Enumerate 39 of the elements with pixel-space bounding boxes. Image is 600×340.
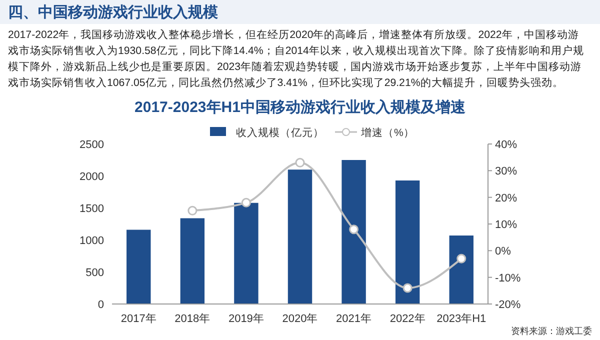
x-tick-label: 2022年 <box>390 313 426 325</box>
point <box>349 224 359 234</box>
y-tick-label: 1000 <box>80 235 104 247</box>
bar <box>449 236 474 304</box>
bar <box>395 180 420 304</box>
y2-tick-label: 0% <box>495 246 512 258</box>
y2-tick-label: -20% <box>495 299 521 311</box>
bar <box>288 170 312 304</box>
text: 资料来源：游戏工委 <box>511 326 592 336</box>
x-tick-label: 2018年 <box>174 313 210 325</box>
x-tick-label: 2017年 <box>120 313 156 325</box>
y2-tick-label: 40% <box>495 139 518 151</box>
bar <box>180 218 205 304</box>
legend-label: 收入规模（亿元） <box>236 126 324 139</box>
bar <box>126 230 151 304</box>
y2-tick-label: 20% <box>495 192 518 204</box>
y-tick-label: 1500 <box>80 203 104 215</box>
point <box>295 158 305 168</box>
x-tick-label: 2021年 <box>336 313 372 325</box>
point <box>456 254 466 264</box>
x-tick-label: 2019年 <box>228 313 264 325</box>
point <box>402 283 412 293</box>
text: 2017-2022年，我国移动游戏收入整体稳步增长，但在经历2020年的高峰后，增速整体有所放缓。2022年，中国移动游戏市场实际销售收入为1930.58亿元，同比下降14.4%；自2014年以来，收入规模出现首次下降。除了疫情影响和用户规模下降外，游戏新品上线少也是重要原因。2023年随着宏观趋势转暖，国内游戏市场开始逐步复苏，上半年中国移动游戏市场实际销售收入1067.05亿元，同比虽然仍然减少了3.41%，但环比实现了29.21%的大幅提升，回暖势头强劲。 <box>8 28 584 89</box>
y2-tick-label: -10% <box>495 272 521 284</box>
legend-label: 增速（%） <box>360 126 414 139</box>
y2-tick-label: 10% <box>495 219 518 231</box>
chart-title: 2017-2023年H1中国移动游戏行业收入规模及增速 <box>134 99 466 116</box>
x-tick-label: 2020年 <box>282 313 318 325</box>
x-tick-label: 2023年H1 <box>436 313 486 325</box>
point <box>241 198 251 208</box>
y-tick-label: 500 <box>86 267 104 279</box>
text: 四、中国移动游戏行业收入规模 <box>8 4 219 21</box>
bar <box>234 202 258 304</box>
y-tick-label: 2000 <box>80 171 104 183</box>
point <box>188 206 198 216</box>
bar <box>342 160 366 304</box>
y2-tick-label: 30% <box>495 166 518 178</box>
y-tick-label: 0 <box>98 299 104 311</box>
y-tick-label: 2500 <box>80 139 104 151</box>
